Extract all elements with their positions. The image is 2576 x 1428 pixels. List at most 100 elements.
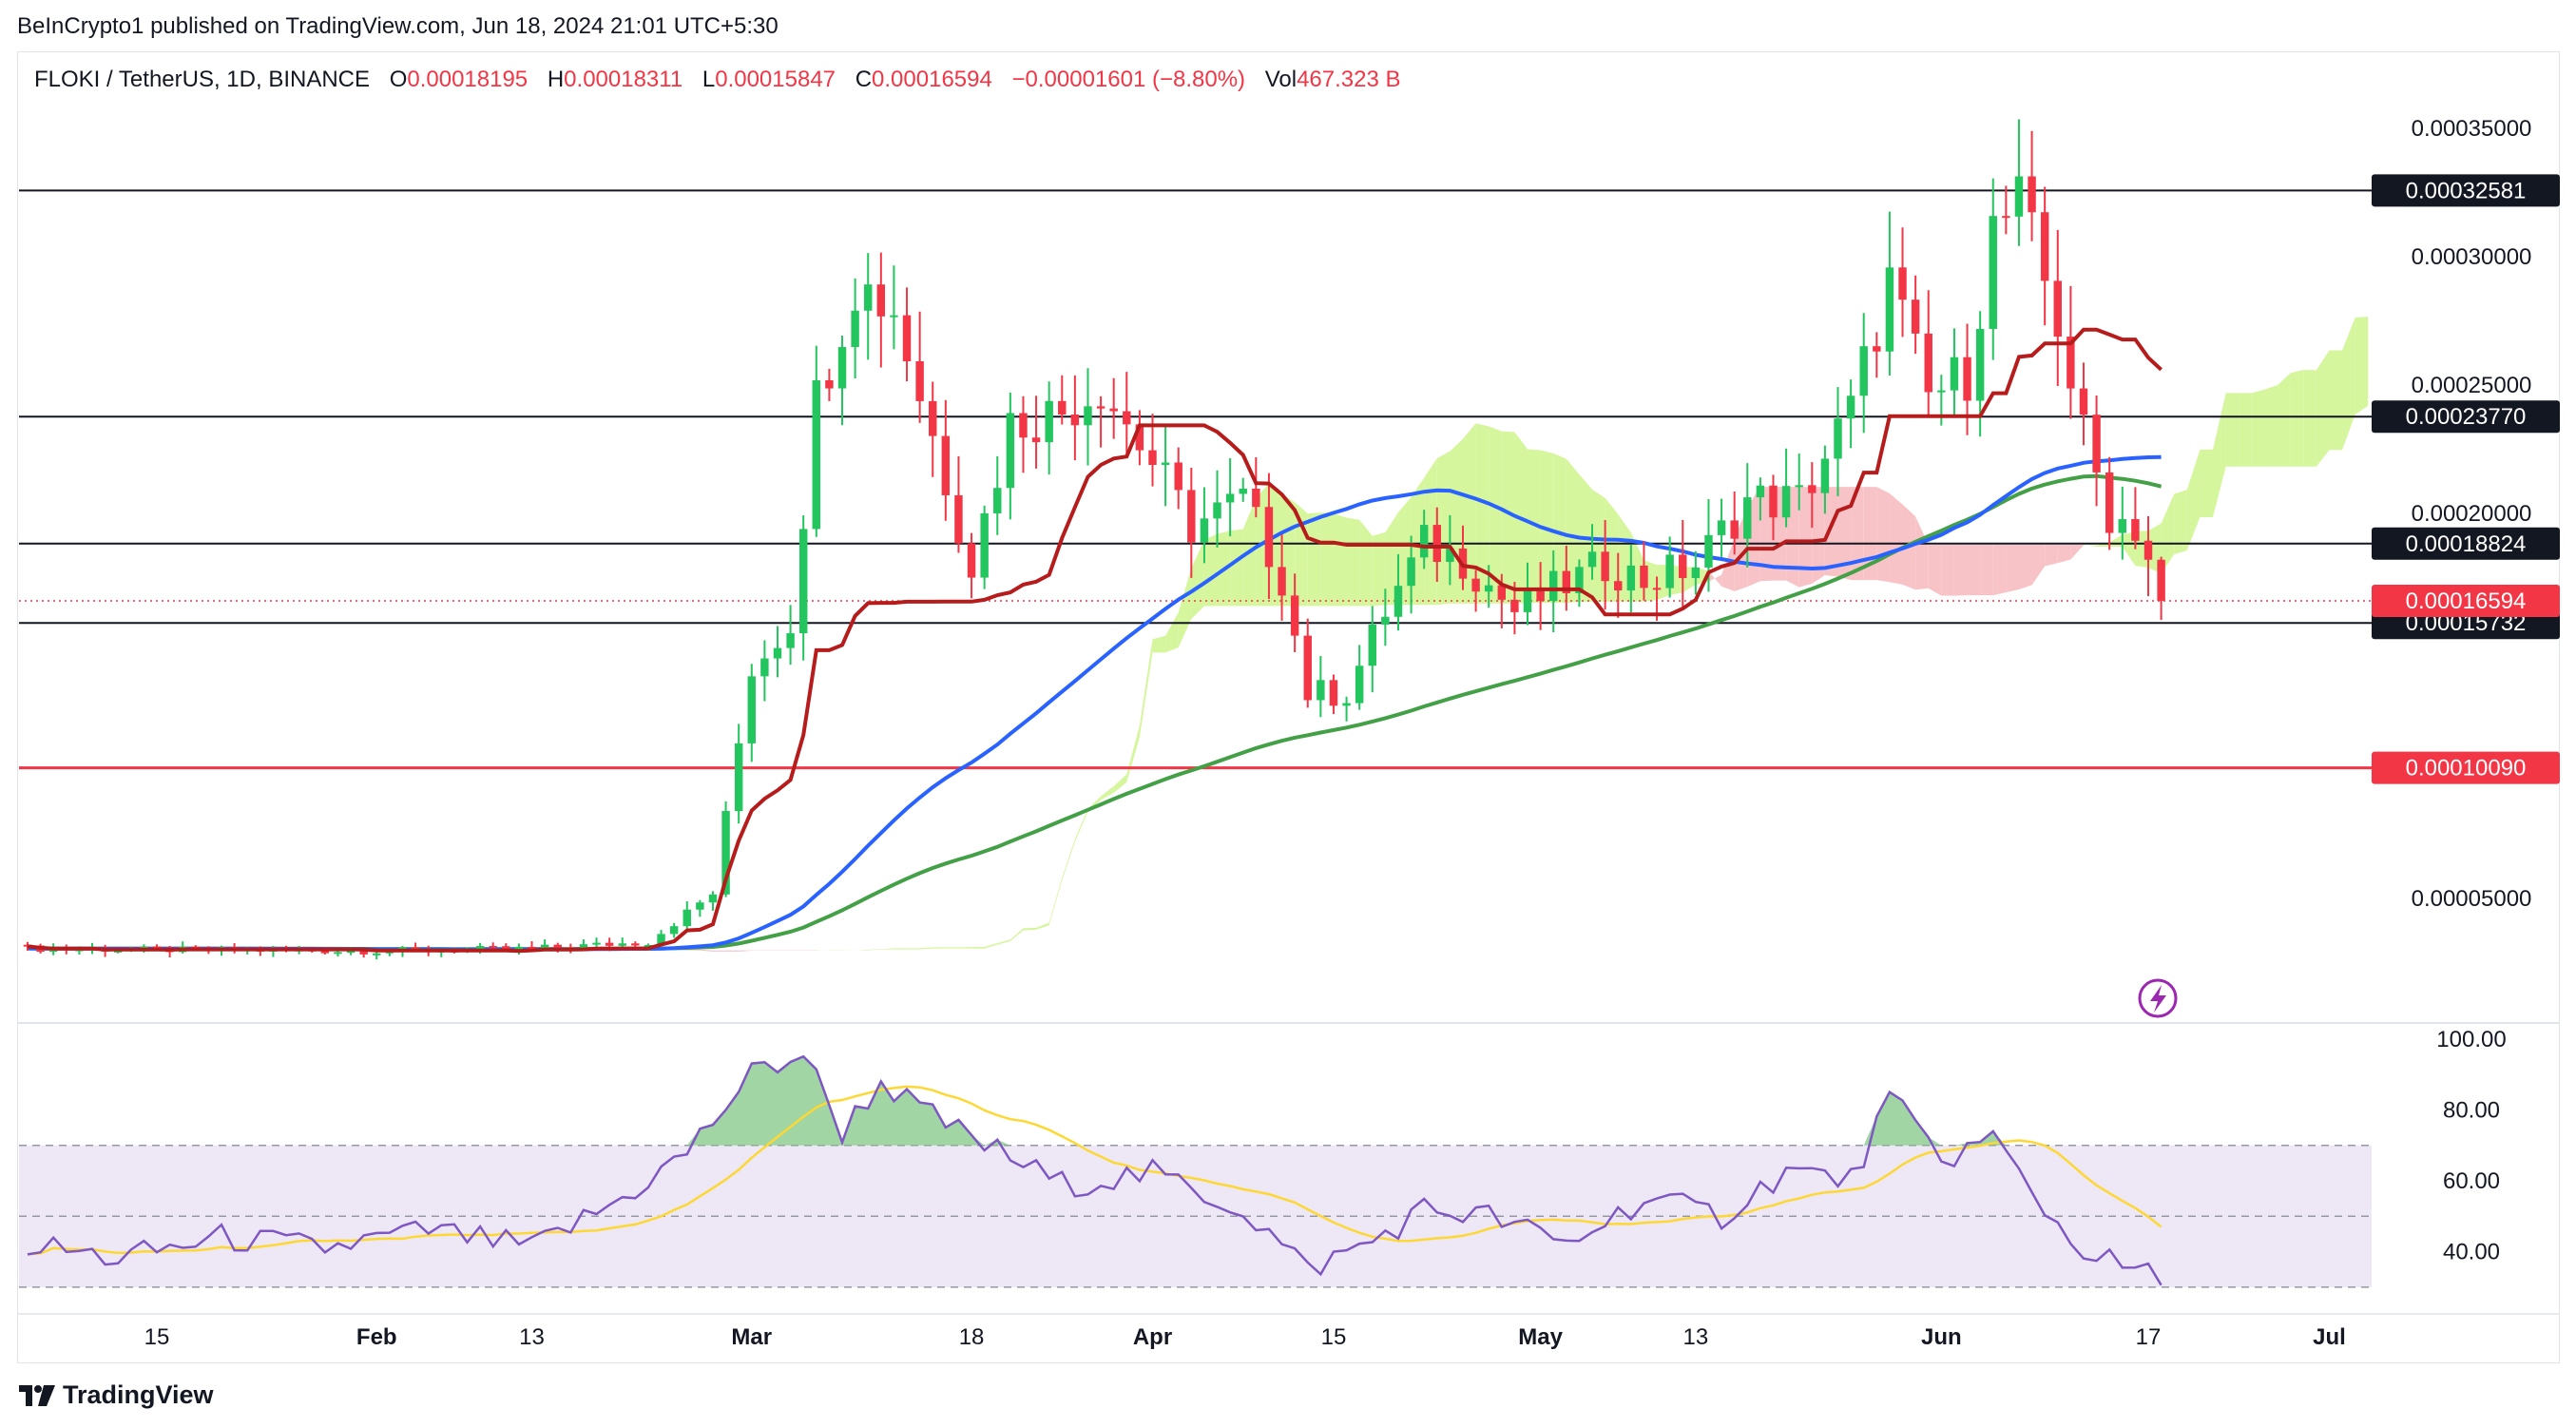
candle[interactable] bbox=[812, 345, 821, 537]
candle[interactable] bbox=[1019, 396, 1028, 473]
candle[interactable] bbox=[1536, 562, 1545, 630]
candle[interactable] bbox=[837, 335, 847, 426]
candle[interactable] bbox=[1834, 387, 1842, 496]
candle[interactable] bbox=[1045, 381, 1053, 475]
candle[interactable] bbox=[993, 455, 1002, 535]
candle[interactable] bbox=[798, 515, 808, 661]
candle[interactable] bbox=[165, 945, 174, 957]
candle[interactable] bbox=[682, 901, 691, 933]
candle[interactable] bbox=[786, 605, 795, 666]
candle[interactable] bbox=[2143, 515, 2153, 596]
candle[interactable] bbox=[1278, 534, 1286, 621]
candle[interactable] bbox=[1317, 656, 1325, 718]
candle[interactable] bbox=[1924, 290, 1932, 417]
candle[interactable] bbox=[2028, 130, 2036, 241]
candle[interactable] bbox=[1562, 545, 1571, 611]
candle[interactable] bbox=[1329, 674, 1338, 715]
candle[interactable] bbox=[1381, 589, 1390, 646]
price-axis[interactable]: 0.00035000 0.00030000 0.00025000 0.00020000… bbox=[2372, 116, 2560, 912]
candle[interactable] bbox=[1626, 545, 1636, 613]
candle[interactable] bbox=[1601, 519, 1609, 610]
price-level-tag[interactable]: 0.00032581 bbox=[2372, 174, 2560, 207]
candle[interactable] bbox=[2118, 486, 2127, 560]
candle[interactable] bbox=[1471, 569, 1480, 612]
candle[interactable] bbox=[1640, 541, 1648, 601]
candle[interactable] bbox=[863, 253, 873, 360]
candle[interactable] bbox=[2040, 186, 2049, 326]
candle[interactable] bbox=[2067, 285, 2075, 419]
candle[interactable] bbox=[1885, 211, 1894, 376]
candle[interactable] bbox=[1161, 426, 1170, 507]
candle[interactable] bbox=[1717, 498, 1726, 557]
candle[interactable] bbox=[1873, 332, 1881, 378]
candle[interactable] bbox=[696, 899, 704, 917]
candle[interactable] bbox=[1950, 328, 1959, 415]
candle[interactable] bbox=[1394, 553, 1403, 631]
candle[interactable] bbox=[1342, 696, 1351, 722]
candle[interactable] bbox=[489, 942, 497, 950]
candle[interactable] bbox=[1084, 368, 1092, 466]
candle[interactable] bbox=[825, 368, 834, 401]
candle[interactable] bbox=[1665, 536, 1674, 598]
candle[interactable] bbox=[1252, 456, 1260, 518]
candle[interactable] bbox=[1303, 618, 1312, 708]
horizontal-levels[interactable] bbox=[19, 189, 2372, 770]
candle[interactable] bbox=[1031, 396, 1041, 469]
candle[interactable] bbox=[1989, 178, 1997, 360]
candle[interactable] bbox=[1575, 559, 1584, 608]
candle[interactable] bbox=[967, 532, 976, 599]
candle[interactable] bbox=[2105, 456, 2114, 550]
candle[interactable] bbox=[1058, 375, 1067, 425]
candle[interactable] bbox=[1407, 535, 1415, 614]
candle[interactable] bbox=[1446, 514, 1454, 586]
candle[interactable] bbox=[876, 252, 886, 368]
candle[interactable] bbox=[2053, 229, 2062, 386]
candle[interactable] bbox=[890, 265, 898, 350]
candle[interactable] bbox=[954, 455, 963, 553]
candle[interactable] bbox=[23, 941, 32, 951]
candle[interactable] bbox=[1135, 410, 1144, 466]
candle[interactable] bbox=[1123, 372, 1131, 456]
candle[interactable] bbox=[2157, 556, 2165, 621]
price-level-tag[interactable]: 0.00018824 bbox=[2372, 527, 2560, 560]
candle[interactable] bbox=[1264, 473, 1274, 599]
candle[interactable] bbox=[1200, 487, 1209, 564]
candle[interactable] bbox=[2002, 185, 2010, 235]
candle[interactable] bbox=[1691, 550, 1701, 595]
candle[interactable] bbox=[1290, 573, 1299, 653]
candle[interactable] bbox=[1795, 453, 1803, 511]
candle[interactable] bbox=[1523, 562, 1532, 626]
candle[interactable] bbox=[592, 937, 601, 949]
price-level-tag[interactable]: 0.00010090 bbox=[2372, 751, 2560, 784]
candle[interactable] bbox=[1859, 313, 1868, 434]
candle[interactable] bbox=[1355, 645, 1364, 710]
candle[interactable] bbox=[178, 941, 187, 954]
candle[interactable] bbox=[2131, 487, 2140, 550]
candle[interactable] bbox=[1808, 462, 1817, 529]
candle[interactable] bbox=[2092, 396, 2101, 507]
candle[interactable] bbox=[1730, 492, 1739, 555]
candle[interactable] bbox=[747, 664, 756, 762]
rsi-pane[interactable]: 100.00 80.00 60.00 40.00 bbox=[19, 1027, 2507, 1288]
candle[interactable] bbox=[708, 891, 718, 911]
lightning-icon[interactable] bbox=[2138, 978, 2178, 1018]
candle[interactable] bbox=[1898, 227, 1907, 338]
candle[interactable] bbox=[915, 311, 924, 423]
tradingview-logo[interactable]: TradingView bbox=[19, 1380, 214, 1410]
candle[interactable] bbox=[1846, 379, 1855, 449]
candle[interactable] bbox=[1109, 377, 1118, 439]
candle[interactable] bbox=[1911, 275, 1920, 355]
candle[interactable] bbox=[929, 381, 937, 477]
candle[interactable] bbox=[1614, 552, 1623, 618]
time-axis[interactable]: 15 Feb 13 Mar 18 Apr 15 May 13 Jun 17 Jul bbox=[17, 1313, 2560, 1350]
candle[interactable] bbox=[941, 399, 951, 521]
candle[interactable] bbox=[1587, 524, 1597, 580]
last-price-tag[interactable]: 0.00016594 bbox=[2372, 584, 2560, 617]
candle[interactable] bbox=[1963, 323, 1971, 435]
candle[interactable] bbox=[1213, 470, 1221, 548]
candle[interactable] bbox=[2014, 119, 2024, 246]
candle[interactable] bbox=[2079, 362, 2088, 446]
candle[interactable] bbox=[734, 724, 743, 824]
candle[interactable] bbox=[851, 278, 859, 379]
